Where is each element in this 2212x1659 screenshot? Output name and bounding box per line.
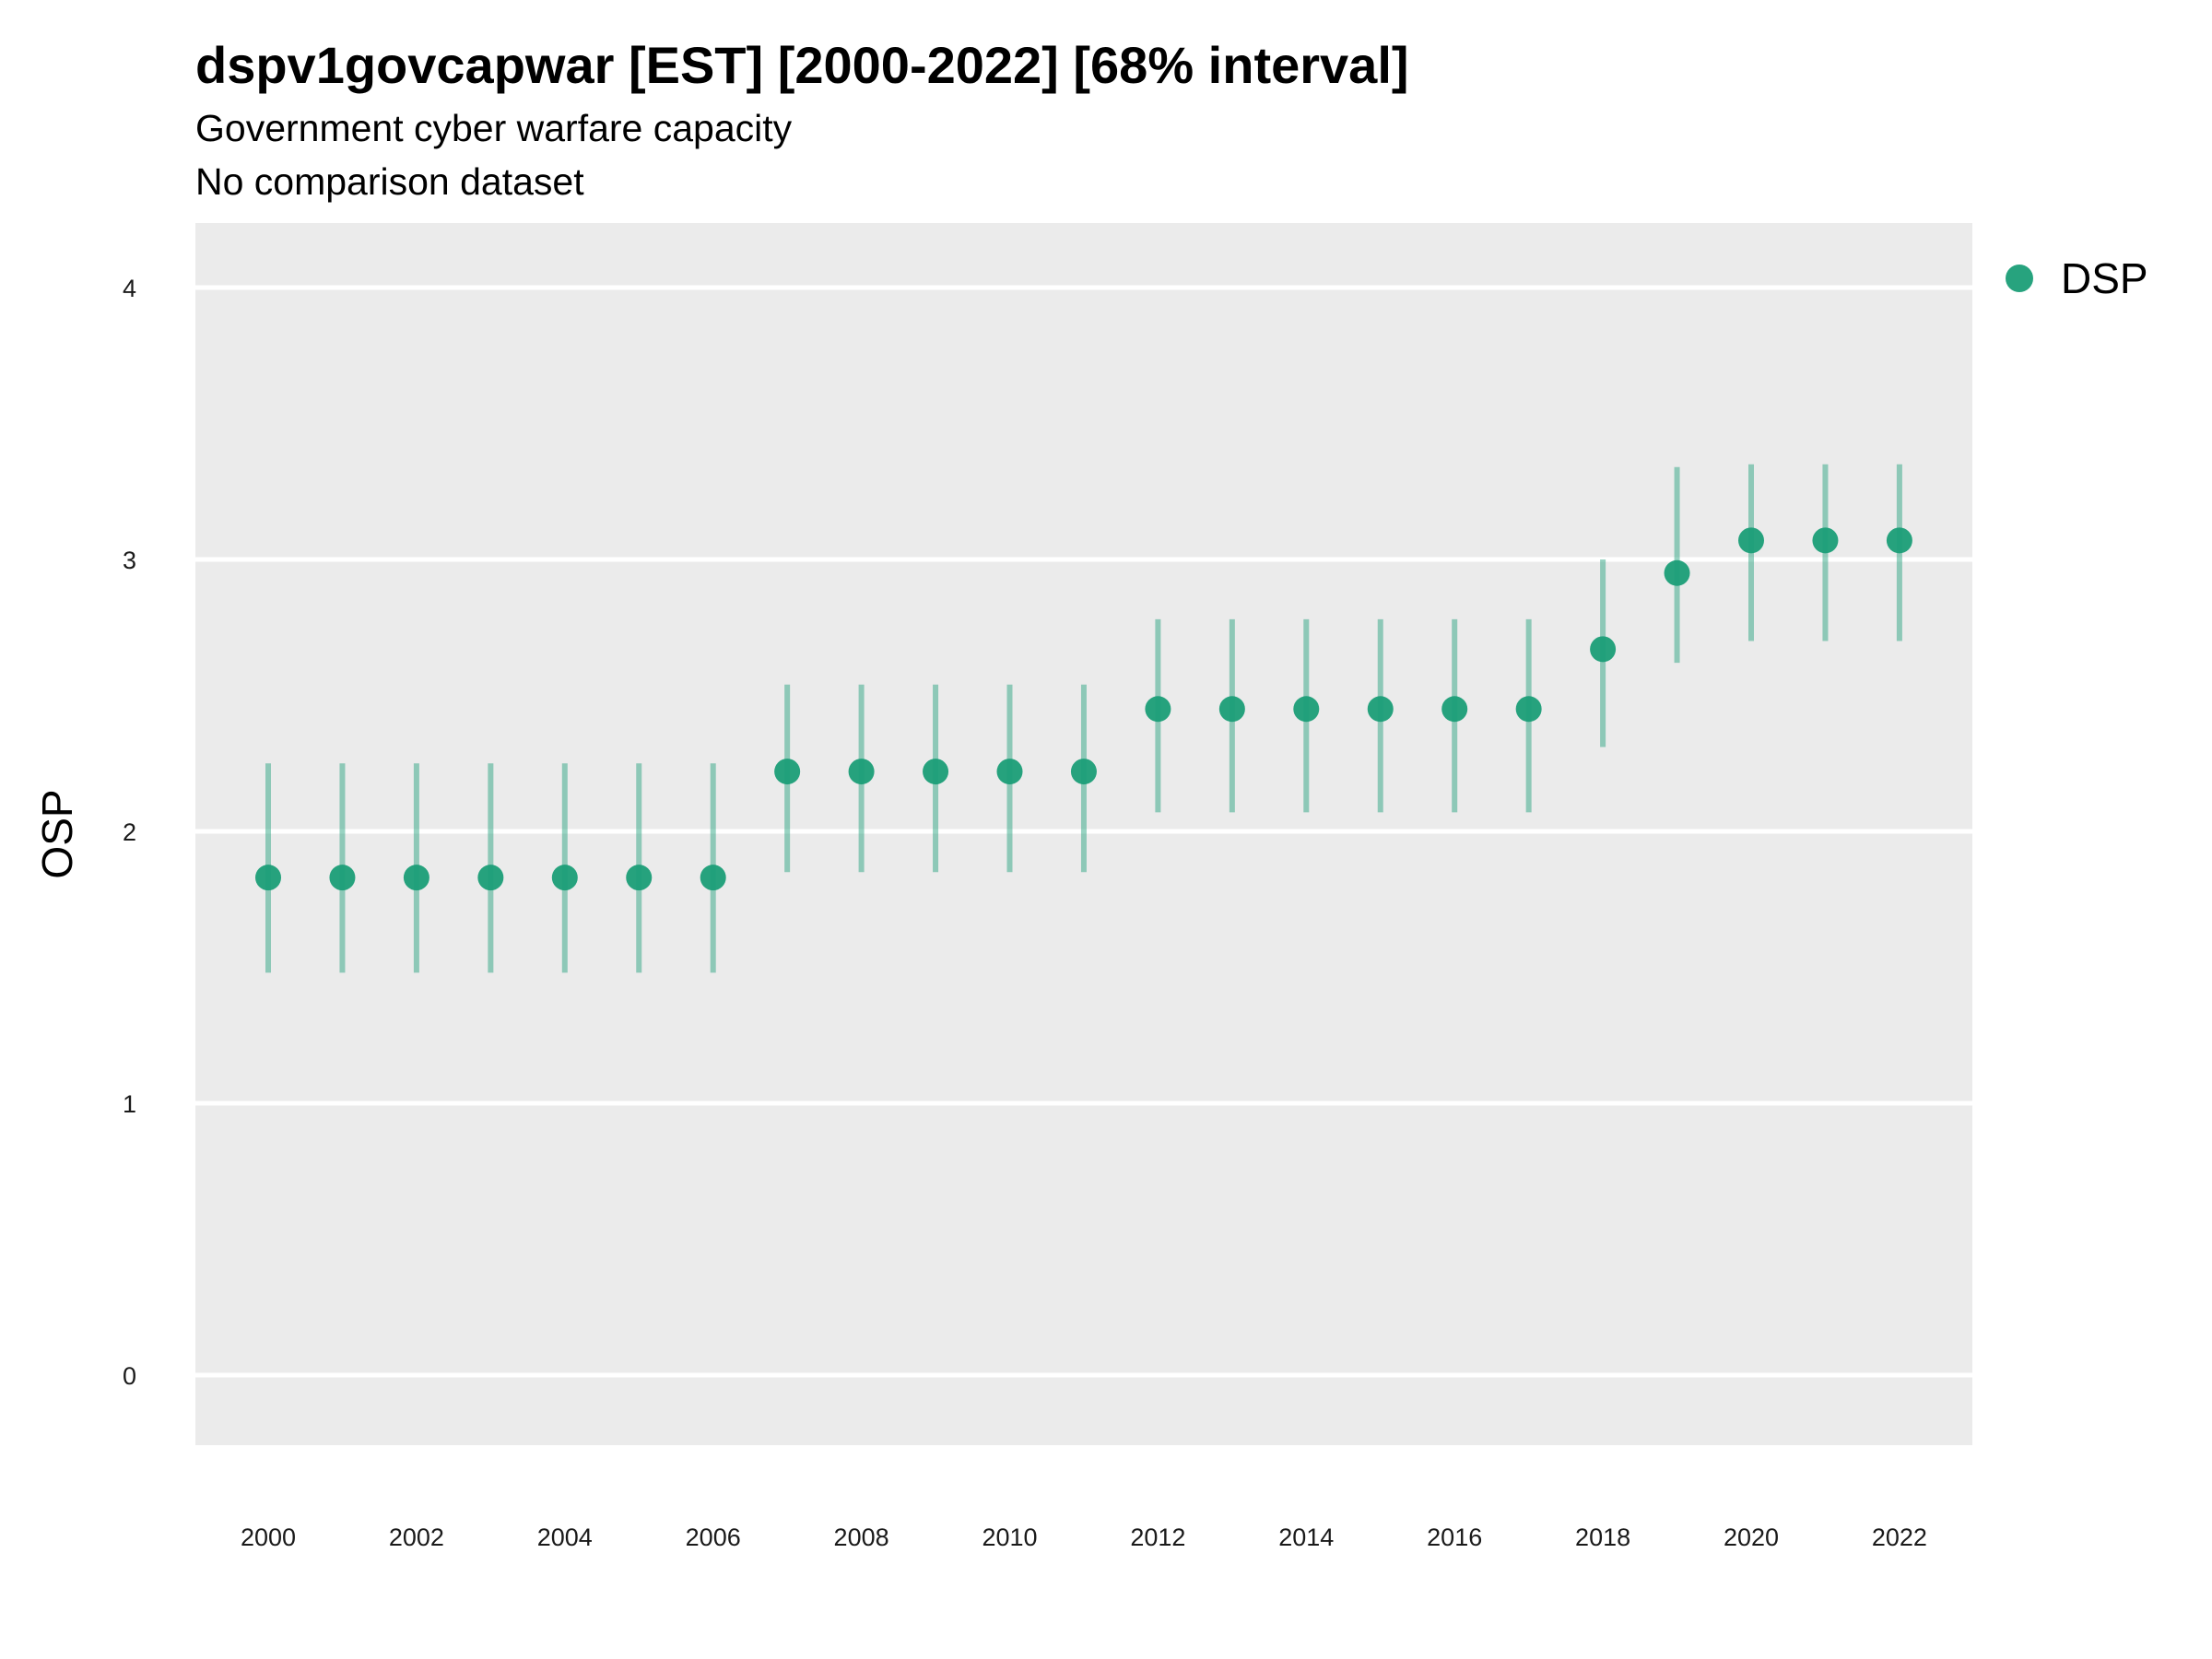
y-tick-label: 0 bbox=[123, 1362, 136, 1390]
x-tick-label: 2018 bbox=[1575, 1524, 1630, 1551]
legend-label-dsp: DSP bbox=[2061, 254, 2148, 302]
data-point bbox=[1070, 759, 1097, 785]
data-point bbox=[329, 865, 356, 891]
data-point bbox=[403, 865, 429, 891]
data-point bbox=[996, 759, 1023, 785]
x-tick-label: 2014 bbox=[1278, 1524, 1334, 1551]
data-point bbox=[774, 759, 801, 785]
x-tick-labels: 2000 2002 2004 2006 2008 2010 2012 2014 2016 2018… bbox=[241, 1524, 1927, 1551]
y-tick-label: 1 bbox=[123, 1090, 136, 1118]
data-marks bbox=[255, 464, 1912, 973]
data-point bbox=[1145, 696, 1171, 723]
data-point bbox=[923, 759, 949, 785]
y-tick-label: 3 bbox=[123, 547, 136, 574]
y-tick-labels: 0 1 2 3 4 bbox=[123, 275, 136, 1390]
x-tick-label: 2004 bbox=[537, 1524, 593, 1551]
x-tick-label: 2008 bbox=[834, 1524, 889, 1551]
data-point bbox=[1812, 527, 1839, 554]
data-point bbox=[255, 865, 281, 891]
plot-panel bbox=[195, 223, 1972, 1445]
data-point bbox=[626, 865, 653, 891]
data-point bbox=[1441, 696, 1468, 723]
data-point bbox=[1664, 559, 1690, 586]
data-point bbox=[1367, 696, 1394, 723]
chart-title: dspv1govcapwar [EST] [2000-2022] [68% in… bbox=[195, 36, 1409, 94]
x-tick-label: 2006 bbox=[686, 1524, 741, 1551]
x-tick-label: 2020 bbox=[1724, 1524, 1779, 1551]
data-point bbox=[700, 865, 726, 891]
legend-swatch-dsp bbox=[2006, 265, 2033, 292]
x-tick-label: 2000 bbox=[241, 1524, 296, 1551]
data-point bbox=[551, 865, 578, 891]
data-point bbox=[477, 865, 504, 891]
y-axis-title: OSP bbox=[33, 789, 81, 878]
data-point bbox=[1886, 527, 1912, 554]
data-point bbox=[1738, 527, 1764, 554]
x-tick-label: 2016 bbox=[1427, 1524, 1482, 1551]
x-tick-label: 2022 bbox=[1872, 1524, 1927, 1551]
data-point bbox=[1293, 696, 1320, 723]
data-point bbox=[1590, 636, 1617, 663]
y-tick-label: 4 bbox=[123, 275, 136, 302]
x-tick-label: 2012 bbox=[1130, 1524, 1185, 1551]
chart-subtitle: Government cyber warfare capacity bbox=[195, 107, 793, 149]
data-point bbox=[1515, 696, 1542, 723]
y-tick-label: 2 bbox=[123, 818, 136, 846]
gridlines bbox=[195, 285, 1972, 1378]
legend: DSP bbox=[2006, 254, 2148, 302]
data-point bbox=[848, 759, 875, 785]
chart-subtitle-secondary: No comparison dataset bbox=[195, 160, 584, 203]
data-point bbox=[1218, 696, 1245, 723]
x-tick-label: 2010 bbox=[982, 1524, 1037, 1551]
x-tick-label: 2002 bbox=[389, 1524, 444, 1551]
